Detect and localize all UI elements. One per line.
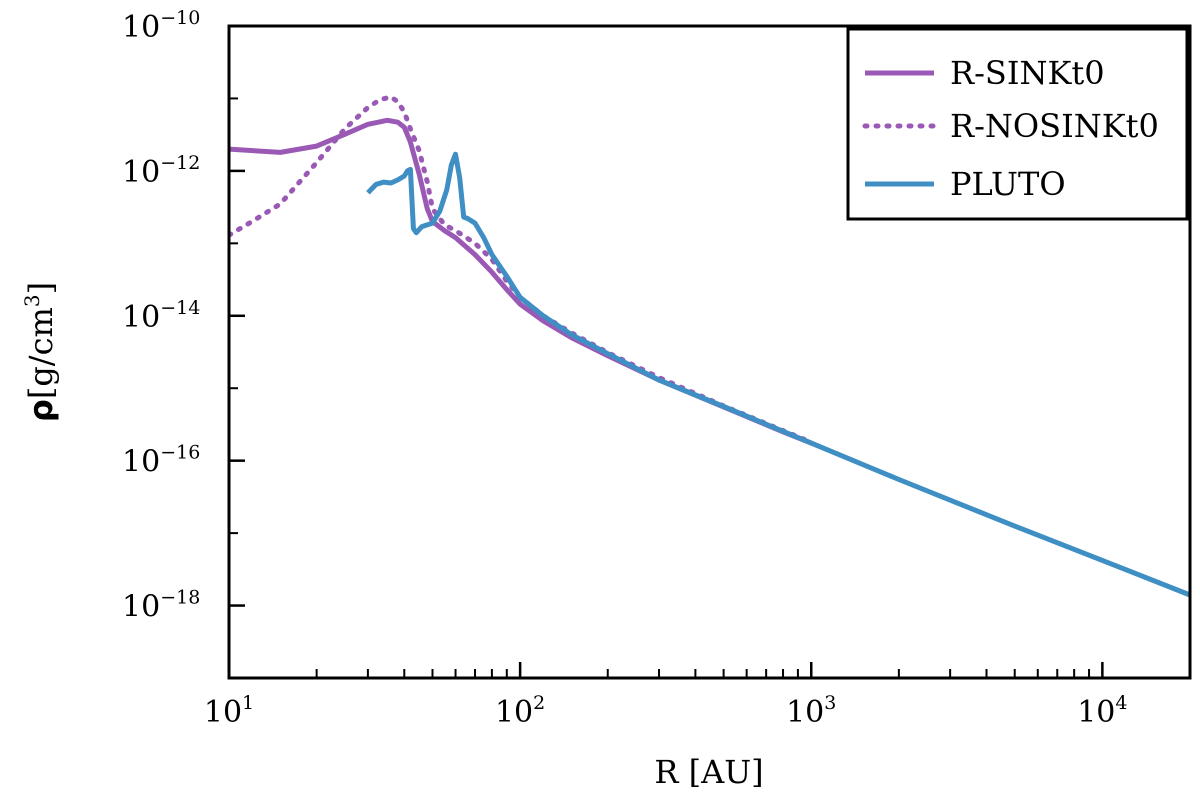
series-line-r-sinkt0 (229, 117, 813, 446)
y-minor-ticks (229, 97, 238, 679)
x-tick-label: 104 (1077, 692, 1127, 730)
series-layer (229, 94, 1190, 598)
x-tick-label: 101 (204, 692, 254, 730)
y-tick-label: 10−14 (122, 297, 200, 335)
x-axis-label: R [AU] (654, 753, 763, 791)
y-tick-label: 10−16 (122, 442, 200, 480)
y-major-ticks: 10−10 10−12 10−14 10−16 10−18 (122, 7, 245, 625)
y-tick-label: 10−12 (122, 152, 200, 190)
y-axis-label-exp: 3 (20, 294, 44, 307)
series-line-r-nosinkt0 (229, 94, 814, 445)
legend-label-r-nosinkt0: R-NOSINKt0 (950, 107, 1159, 145)
y-tick-label: 10−18 (122, 587, 200, 625)
x-tick-label: 102 (495, 692, 545, 730)
y-axis-label-rho: ρ (22, 399, 60, 422)
x-minor-ticks (315, 669, 1191, 678)
legend-label-pluto: PLUTO (950, 165, 1066, 203)
y-tick-label: 10−10 (122, 7, 200, 45)
y-axis-label-close: ] (22, 282, 60, 294)
y-axis-label-unit: [g/cm (22, 307, 60, 399)
legend-label-r-sinkt0: R-SINKt0 (950, 54, 1105, 92)
series-line-pluto (366, 151, 1190, 598)
legend: R-SINKt0 R-NOSINKt0 PLUTO (846, 27, 1189, 221)
x-major-ticks: 101 102 103 104 (204, 662, 1128, 730)
x-tick-label: 103 (786, 692, 836, 730)
plot-frame (227, 24, 1192, 680)
y-axis-label: ρ[g/cm3] (20, 282, 60, 422)
legend-box (846, 27, 1189, 221)
